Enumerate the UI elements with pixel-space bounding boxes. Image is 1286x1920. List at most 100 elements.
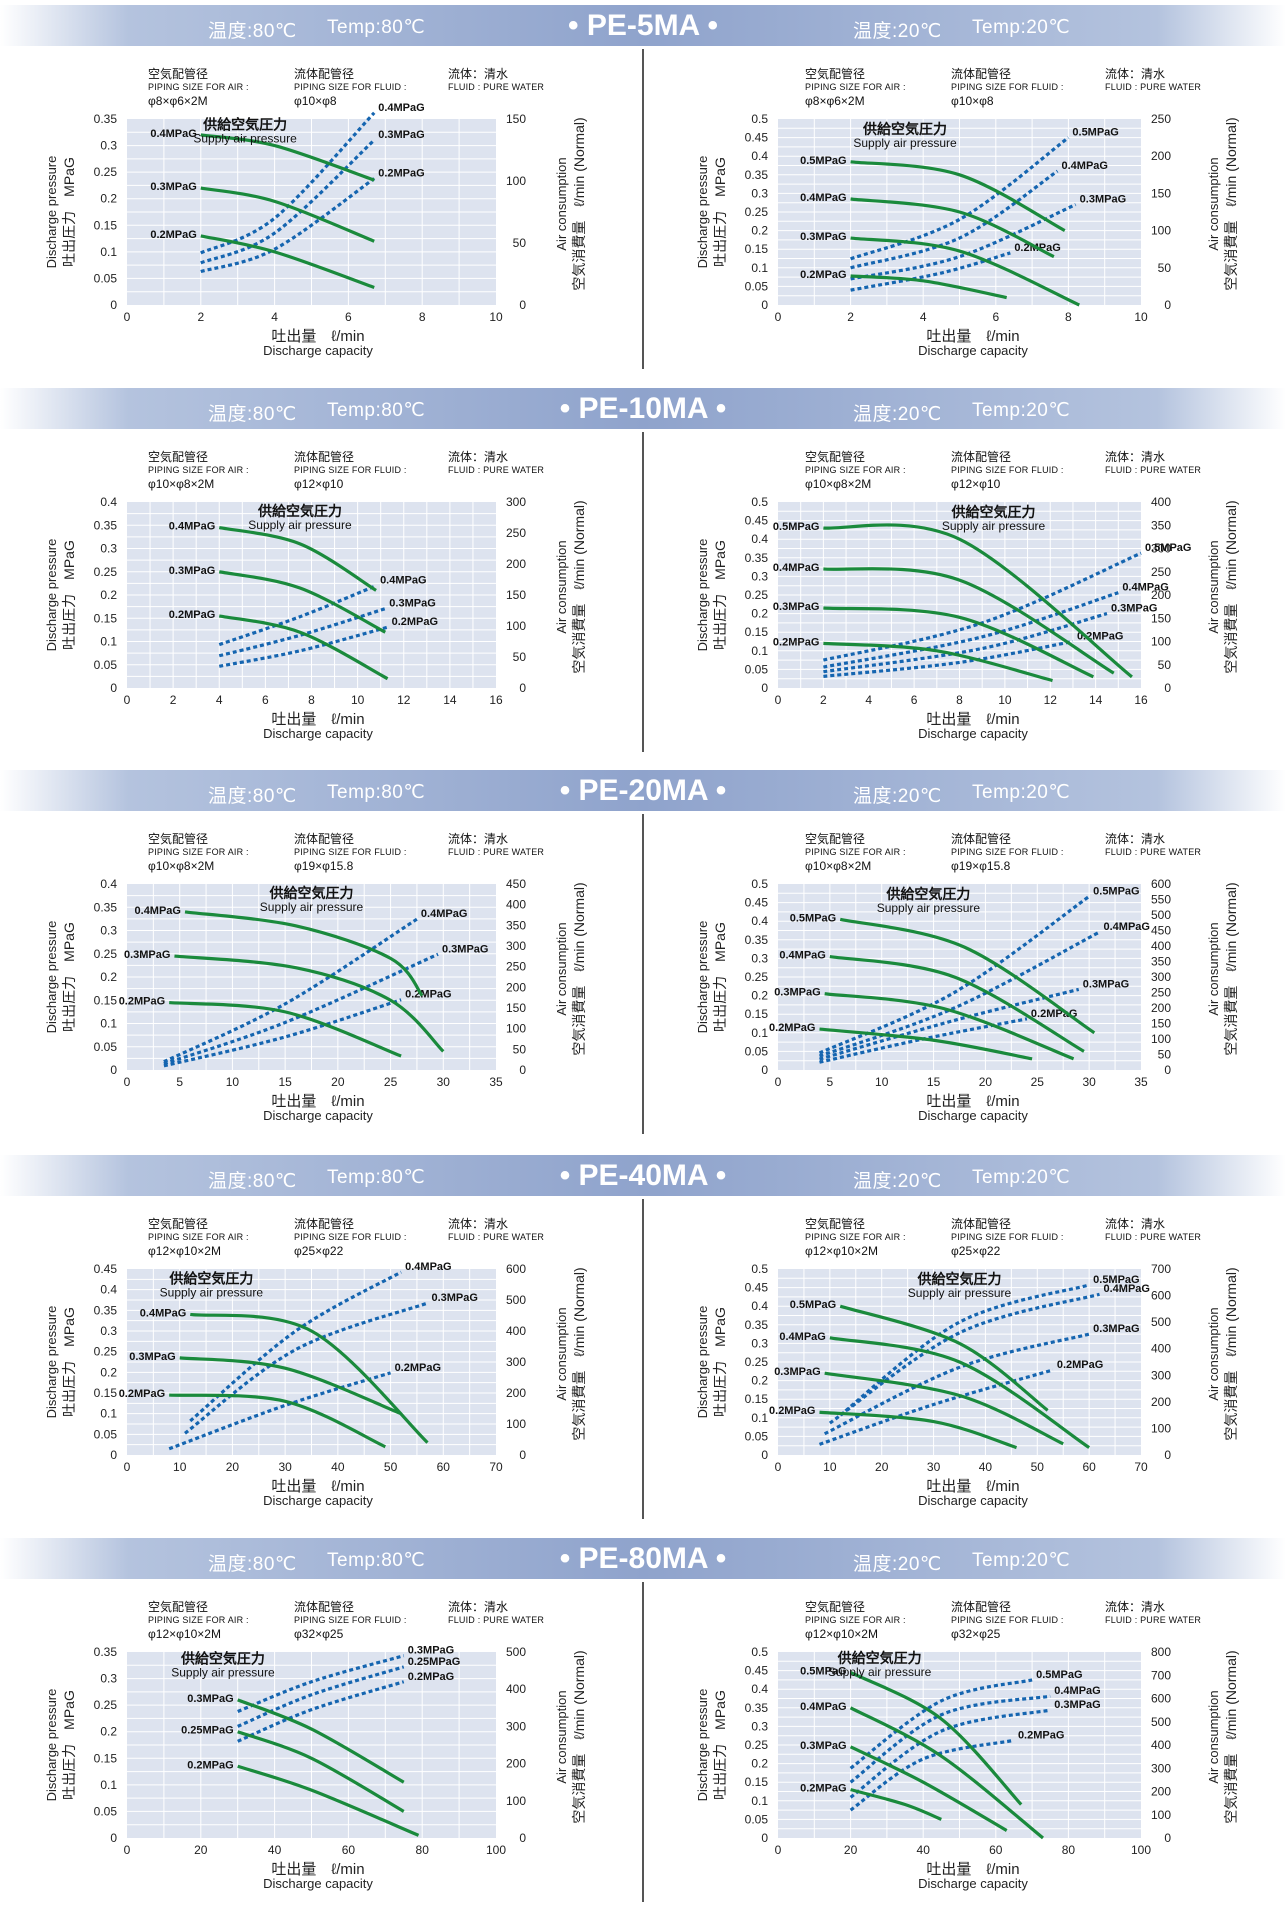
x-tick-label: 100 <box>486 1843 506 1857</box>
discharge-series-label: 0.4MPaG <box>779 950 825 962</box>
y-tick-label: 0.35 <box>745 933 769 947</box>
model-section: 温度:80℃ Temp:80℃ • PE-20MA • 温度:20℃ Temp:20℃ 空… <box>0 770 1286 1152</box>
temp-80-label: 温度:80℃ <box>208 786 297 807</box>
x-tick-label: 10 <box>1134 310 1148 324</box>
y-tick-label: 0.25 <box>745 970 769 984</box>
fluid-type-info: 流体：清水 FLUID : PURE WATER <box>1105 1598 1201 1625</box>
model-section: 温度:80℃ Temp:80℃ • PE-80MA • 温度:20℃ Temp:20℃ 空… <box>0 1538 1286 1920</box>
y-tick-label: 0.5 <box>751 1645 768 1659</box>
y2-tick-label: 150 <box>1151 186 1171 200</box>
y-axis-title-en: Discharge pressure <box>695 1689 710 1802</box>
chart-panel-20c: 空気配管径 PIPING SIZE FOR AIR : φ12×φ10×2M 流体配管… <box>643 1199 1286 1537</box>
supply-air-title-en: Supply air pressure <box>248 518 352 532</box>
fluid-piping-label-jp: 流体配管径 <box>951 1600 1012 1614</box>
air-series-label: 0.2MPaG <box>378 168 424 180</box>
discharge-curve <box>839 917 1096 1035</box>
x-tick-label: 20 <box>875 1460 889 1474</box>
section-header-band: 温度:80℃ Temp:80℃ • PE-20MA • 温度:20℃ Temp:20℃ <box>0 770 1286 811</box>
x-tick-label: 16 <box>489 693 503 707</box>
discharge-curve <box>823 641 1053 683</box>
air-piping-label-en: PIPING SIZE FOR AIR : <box>805 1615 906 1625</box>
air-piping-info: 空気配管径 PIPING SIZE FOR AIR : φ8×φ6×2M <box>805 65 906 108</box>
discharge-series-label: 0.3MPaG <box>124 949 170 961</box>
discharge-curve <box>823 523 1133 679</box>
x-tick-label: 0 <box>775 1843 782 1857</box>
discharge-curve <box>237 1730 405 1813</box>
fluid-piping-label-jp: 流体配管径 <box>951 1217 1012 1231</box>
x-tick-label: 10 <box>351 693 365 707</box>
fluid-type-label-jp: 流体：清水 <box>1105 450 1166 464</box>
x-axis-title-en: Discharge capacity <box>263 726 373 741</box>
x-axis-title-en: Discharge capacity <box>918 1876 1028 1891</box>
supply-air-title-jp: 供給空気圧力 <box>180 1651 265 1667</box>
air-series-label: 0.2MPaG <box>1057 1359 1103 1371</box>
y2-tick-label: 50 <box>1158 261 1172 275</box>
y2-tick-label: 200 <box>1151 588 1171 602</box>
air-piping-label-en: PIPING SIZE FOR AIR : <box>148 847 249 857</box>
y2-tick-label: 100 <box>506 174 526 188</box>
y2-axis-title-jp: 空気消費量 ℓ/min (Normal) <box>1223 500 1239 673</box>
fluid-type-label-en: FLUID : PURE WATER <box>448 1232 545 1242</box>
y-tick-label: 0.4 <box>100 877 117 891</box>
discharge-curve <box>823 606 1095 679</box>
air-consumption-curve <box>818 895 1091 1055</box>
discharge-series-label: 0.3MPaG <box>129 1351 175 1363</box>
temp-80-label: 温度:80℃ <box>208 1171 297 1192</box>
y-tick-label: 0.15 <box>94 993 118 1007</box>
chart-panel-20c: 空気配管径 PIPING SIZE FOR AIR : φ10×φ8×2M 流体配管径… <box>643 814 1286 1152</box>
supply-air-title-en: Supply air pressure <box>877 901 981 915</box>
fluid-piping-value: φ19×φ15.8 <box>294 859 354 873</box>
discharge-series-label: 0.4MPaG <box>169 521 215 533</box>
temp-20-en-label: Temp:20℃ <box>972 1167 1071 1188</box>
temp-20-en-label: Temp:20℃ <box>972 17 1071 38</box>
fluid-type-info: 流体：清水 FLUID : PURE WATER <box>448 830 544 857</box>
x-tick-label: 10 <box>875 1075 889 1089</box>
discharge-curve <box>823 567 1115 675</box>
discharge-series-label: 0.3MPaG <box>150 181 196 193</box>
discharge-series-label: 0.3MPaG <box>774 1366 820 1378</box>
y-tick-label: 0.5 <box>751 1262 768 1276</box>
temp-20-en-label: Temp:20℃ <box>972 1550 1071 1571</box>
fluid-piping-label-en: PIPING SIZE FOR FLUID : <box>294 1232 407 1242</box>
x-tick-label: 15 <box>278 1075 292 1089</box>
air-series-label: 0.3MPaG <box>1093 1323 1139 1335</box>
y2-tick-label: 0 <box>519 298 526 312</box>
x-tick-label: 5 <box>176 1075 183 1089</box>
x-tick-label: 8 <box>308 693 315 707</box>
air-piping-value: φ8×φ6×2M <box>148 94 208 108</box>
air-series-label: 0.5MPaG <box>1093 885 1139 897</box>
y-tick-label: 0.35 <box>745 168 769 182</box>
y-tick-label: 0.2 <box>751 607 768 621</box>
y2-axis-title-en: Air consumption <box>554 922 569 1015</box>
fluid-piping-label-jp: 流体配管径 <box>294 67 355 81</box>
model-title: • PE-20MA • <box>559 774 727 807</box>
x-tick-label: 35 <box>1134 1075 1148 1089</box>
y2-tick-label: 100 <box>1151 1808 1171 1822</box>
y2-tick-label: 150 <box>506 112 526 126</box>
panel-divider <box>642 432 644 752</box>
air-series-label: 0.4MPaG <box>1062 160 1108 172</box>
fluid-type-info: 流体：清水 FLUID : PURE WATER <box>1105 448 1201 475</box>
y2-tick-label: 100 <box>506 1794 526 1808</box>
discharge-series-label: 0.4MPaG <box>773 562 819 574</box>
discharge-curve <box>850 1788 942 1821</box>
x-tick-label: 6 <box>262 693 269 707</box>
air-series-label: 0.3MPaG <box>431 1292 477 1304</box>
y2-tick-label: 150 <box>506 1001 526 1015</box>
y-tick-label: 0.25 <box>94 565 118 579</box>
x-tick-label: 16 <box>1134 693 1148 707</box>
temp-80-en-label: Temp:80℃ <box>327 17 426 38</box>
discharge-series-label: 0.2MPaG <box>150 229 196 241</box>
fluid-type-info: 流体：清水 FLUID : PURE WATER <box>1105 1215 1201 1242</box>
y-tick-label: 0.15 <box>745 625 769 639</box>
y2-tick-label: 500 <box>1151 1315 1171 1329</box>
y-axis-title-jp: 吐出圧力 MPaG <box>712 157 728 267</box>
y2-tick-label: 0 <box>519 1831 526 1845</box>
x-axis-title-jp: 吐出量 ℓ/min <box>926 1093 1019 1110</box>
y2-tick-label: 200 <box>1151 1785 1171 1799</box>
fluid-piping-value: φ12×φ10 <box>951 477 1001 491</box>
discharge-series-label: 0.5MPaG <box>800 155 846 167</box>
y2-axis-title-jp: 空気消費量 ℓ/min (Normal) <box>1223 882 1239 1055</box>
discharge-series-label: 0.2MPaG <box>769 1405 815 1417</box>
temp-80-en-label: Temp:80℃ <box>327 782 426 803</box>
